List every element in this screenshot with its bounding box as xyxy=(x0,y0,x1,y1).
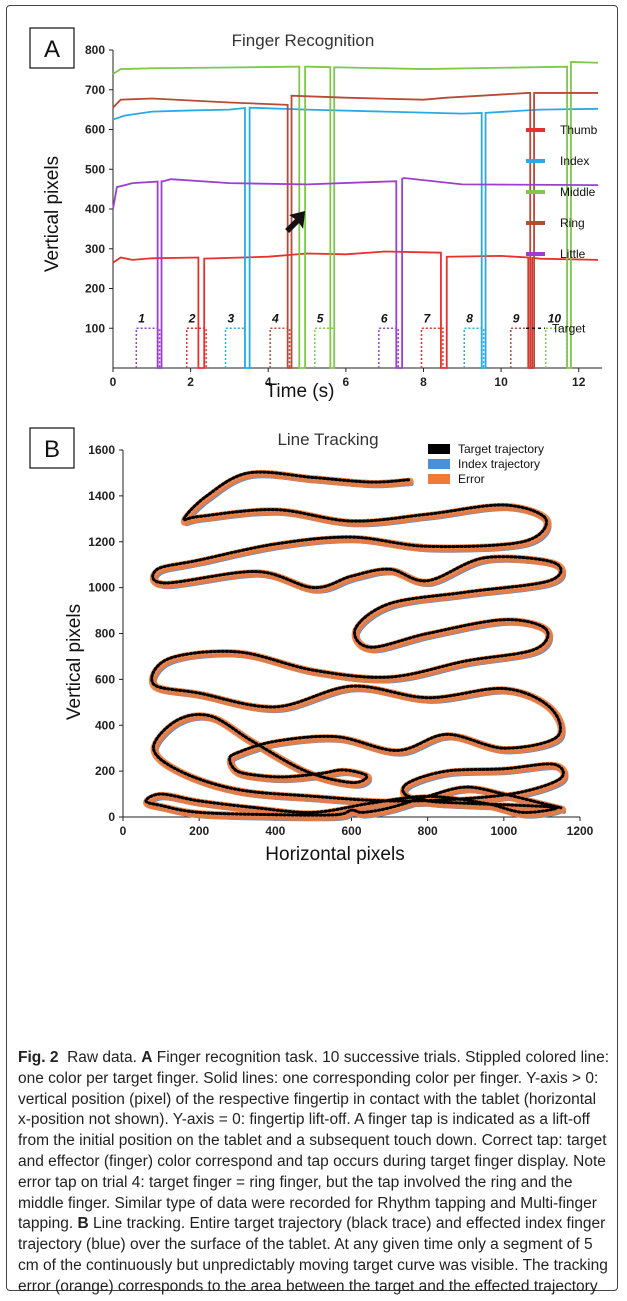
caption-b-text: Line tracking. Entire target trajectory … xyxy=(18,1215,608,1295)
chart-a-series xyxy=(112,60,599,369)
legend-label-middle: Middle xyxy=(560,185,596,199)
chart-a-x-tick-label: 12 xyxy=(572,375,586,389)
chart-a-legend: Thumb Index Middle Ring Little Target xyxy=(526,123,598,335)
legend-swatch-error xyxy=(428,474,450,484)
legend-label-ring: Ring xyxy=(560,216,585,230)
legend-label-thumb: Thumb xyxy=(560,123,598,137)
chart-b-x-label: Horizontal pixels xyxy=(265,844,404,865)
target-trajectory-line xyxy=(144,470,565,817)
trial-label-10: 10 xyxy=(548,311,562,325)
chart-a-y-label: Vertical pixels xyxy=(42,156,63,272)
caption-fig-label: Fig. 2 xyxy=(18,1049,59,1066)
chart-b-x-tick-label: 1000 xyxy=(490,824,517,838)
chart-a-trial-labels: 1 2 3 4 5 6 7 8 9 10 xyxy=(138,311,561,325)
chart-a-y-tick-label: 700 xyxy=(85,83,105,97)
trial-label-8: 8 xyxy=(466,311,473,325)
chart-a-y-tick-label: 300 xyxy=(85,242,105,256)
trial-label-9: 9 xyxy=(513,311,520,325)
legend-label-error: Error xyxy=(458,472,485,486)
panel-b-letter-box xyxy=(29,427,75,469)
target-window-2 xyxy=(185,327,207,368)
target-window-5 xyxy=(314,327,335,368)
legend-swatch-index-trajectory xyxy=(428,459,450,469)
caption-a-label: A xyxy=(141,1049,153,1066)
error-band xyxy=(142,469,569,821)
chart-a-x-tick-label: 8 xyxy=(420,375,427,389)
trial-label-2: 2 xyxy=(188,311,196,325)
chart-a-y-tick-label: 200 xyxy=(85,282,105,296)
panel-b-letter: B xyxy=(44,436,60,463)
chart-a-x-tick-label: 10 xyxy=(494,375,508,389)
series-line-ring xyxy=(112,92,599,369)
chart-b-y-tick-label: 800 xyxy=(95,627,115,641)
trial-label-4: 4 xyxy=(271,311,279,325)
series-line-little xyxy=(112,177,599,369)
caption-a-text: Finger recognition task. 10 successive t… xyxy=(18,1049,610,1233)
target-window-1 xyxy=(135,327,161,368)
legend-label-index-trajectory: Index trajectory xyxy=(458,457,540,471)
caption-b-label: B xyxy=(77,1215,89,1233)
legend-label-little: Little xyxy=(560,247,586,261)
series-line-middle xyxy=(112,60,599,369)
target-window-6 xyxy=(378,327,399,368)
chart-a-x-label: Time (s) xyxy=(266,381,335,402)
chart-b-y-tick-label: 200 xyxy=(95,764,115,778)
chart-b-x-tick-label: 0 xyxy=(120,824,127,838)
legend-swatch-target-trajectory xyxy=(428,444,450,454)
target-window-9 xyxy=(510,327,531,368)
chart-b-trajectories xyxy=(142,469,569,822)
chart-b-y-tick-label: 1000 xyxy=(88,581,115,595)
chart-b-x-tick-label: 800 xyxy=(418,824,438,838)
chart-b-x-tick-label: 600 xyxy=(341,824,361,838)
chart-b-x-tick-label: 1200 xyxy=(567,824,594,838)
finger-recognition-chart: A Finger Recognition 0 2 4 6 8 10 121002003004… xyxy=(29,27,602,402)
chart-b-y-tick-label: 600 xyxy=(95,672,115,686)
trial-label-3: 3 xyxy=(228,311,235,325)
chart-a-y-tick-label: 600 xyxy=(85,123,105,137)
chart-b-y-tick-label: 0 xyxy=(108,810,115,824)
chart-b-axes: 0 200 400 600 800 1000 1200 0 200 400 600 800 1000 12… xyxy=(88,443,593,838)
caption-intro: Raw data. xyxy=(67,1049,142,1066)
chart-b-y-label: Vertical pixels xyxy=(64,604,85,720)
chart-b-title: Line Tracking xyxy=(277,430,378,449)
chart-a-y-tick-label: 400 xyxy=(85,202,105,216)
chart-a-title: Finger Recognition xyxy=(232,31,375,50)
target-window-7 xyxy=(420,327,444,368)
trial-label-6: 6 xyxy=(381,311,388,325)
chart-a-x-tick-label: 2 xyxy=(187,375,194,389)
chart-a-targets xyxy=(135,327,568,368)
panel-a-letter: A xyxy=(44,36,60,63)
chart-b-y-tick-label: 1400 xyxy=(88,489,115,503)
target-window-4 xyxy=(269,327,291,368)
trial-label-1: 1 xyxy=(138,311,145,325)
legend-label-index: Index xyxy=(560,154,589,168)
target-window-3 xyxy=(224,327,246,368)
chart-b-y-tick-label: 1200 xyxy=(88,535,115,549)
figure-frame xyxy=(6,5,618,1291)
chart-a-y-tick-label: 800 xyxy=(85,43,105,57)
trial-label-5: 5 xyxy=(317,311,324,325)
line-tracking-chart: B Line Tracking 0 200 400 600 800 1000 1200 0 20… xyxy=(29,427,594,865)
chart-b-y-tick-label: 400 xyxy=(95,718,115,732)
chart-a-x-tick-label: 4 xyxy=(265,375,272,389)
chart-b-x-tick-label: 200 xyxy=(189,824,209,838)
chart-b-x-tick-label: 400 xyxy=(265,824,285,838)
chart-a-x-tick-label: 6 xyxy=(343,375,350,389)
chart-a-x-tick-label: 0 xyxy=(110,375,117,389)
legend-label-target-trajectory: Target trajectory xyxy=(458,442,544,456)
chart-b-y-tick-label: 1600 xyxy=(88,443,115,457)
target-window-8 xyxy=(463,327,485,368)
chart-a-y-tick-label: 500 xyxy=(85,162,105,176)
trial-label-7: 7 xyxy=(424,311,432,325)
figure-caption: Fig. 2 Raw data. A Finger recognition ta… xyxy=(18,1048,610,1298)
panel-a-letter-box xyxy=(29,27,75,69)
series-line-thumb xyxy=(112,250,599,369)
error-arrow-icon xyxy=(285,210,306,233)
series-line-index xyxy=(112,106,599,369)
legend-label-target: Target xyxy=(552,321,586,335)
chart-a-y-tick-label: 100 xyxy=(85,321,105,335)
